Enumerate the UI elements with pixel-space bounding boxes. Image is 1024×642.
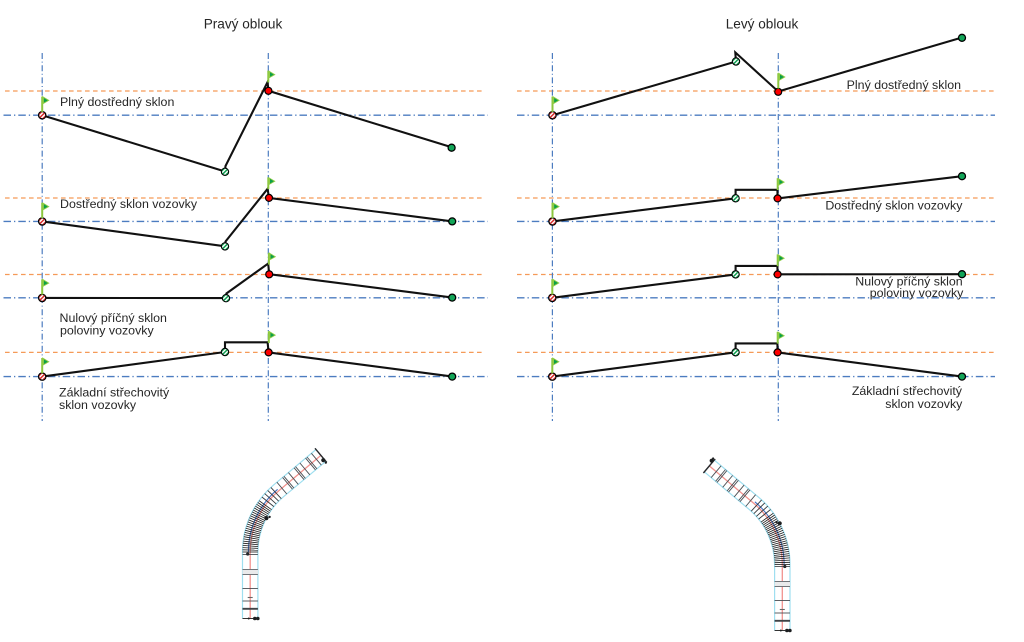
svg-text:Plný dostředný sklon: Plný dostředný sklon <box>60 95 174 109</box>
svg-text:Dostředný sklon vozovky: Dostředný sklon vozovky <box>60 197 198 211</box>
svg-text:Základní střechovitý: Základní střechovitý <box>59 386 170 400</box>
svg-text:Plný dostředný sklon: Plný dostředný sklon <box>847 78 961 92</box>
svg-text:poloviny vozovky: poloviny vozovky <box>60 323 154 337</box>
svg-text:sklon vozovky: sklon vozovky <box>885 397 963 411</box>
svg-text:Pravý oblouk: Pravý oblouk <box>204 17 283 32</box>
svg-text:Levý oblouk: Levý oblouk <box>726 17 799 32</box>
svg-text:Nulový příčný sklon: Nulový příčný sklon <box>855 275 963 289</box>
svg-text:sklon vozovky: sklon vozovky <box>59 398 137 412</box>
svg-text:Základní střechovitý: Základní střechovitý <box>852 384 963 398</box>
svg-text:poloviny vozovky: poloviny vozovky <box>870 286 964 300</box>
svg-text:Nulový příčný sklon: Nulový příčný sklon <box>60 311 168 325</box>
svg-text:Dostředný sklon vozovky: Dostředný sklon vozovky <box>825 198 963 212</box>
